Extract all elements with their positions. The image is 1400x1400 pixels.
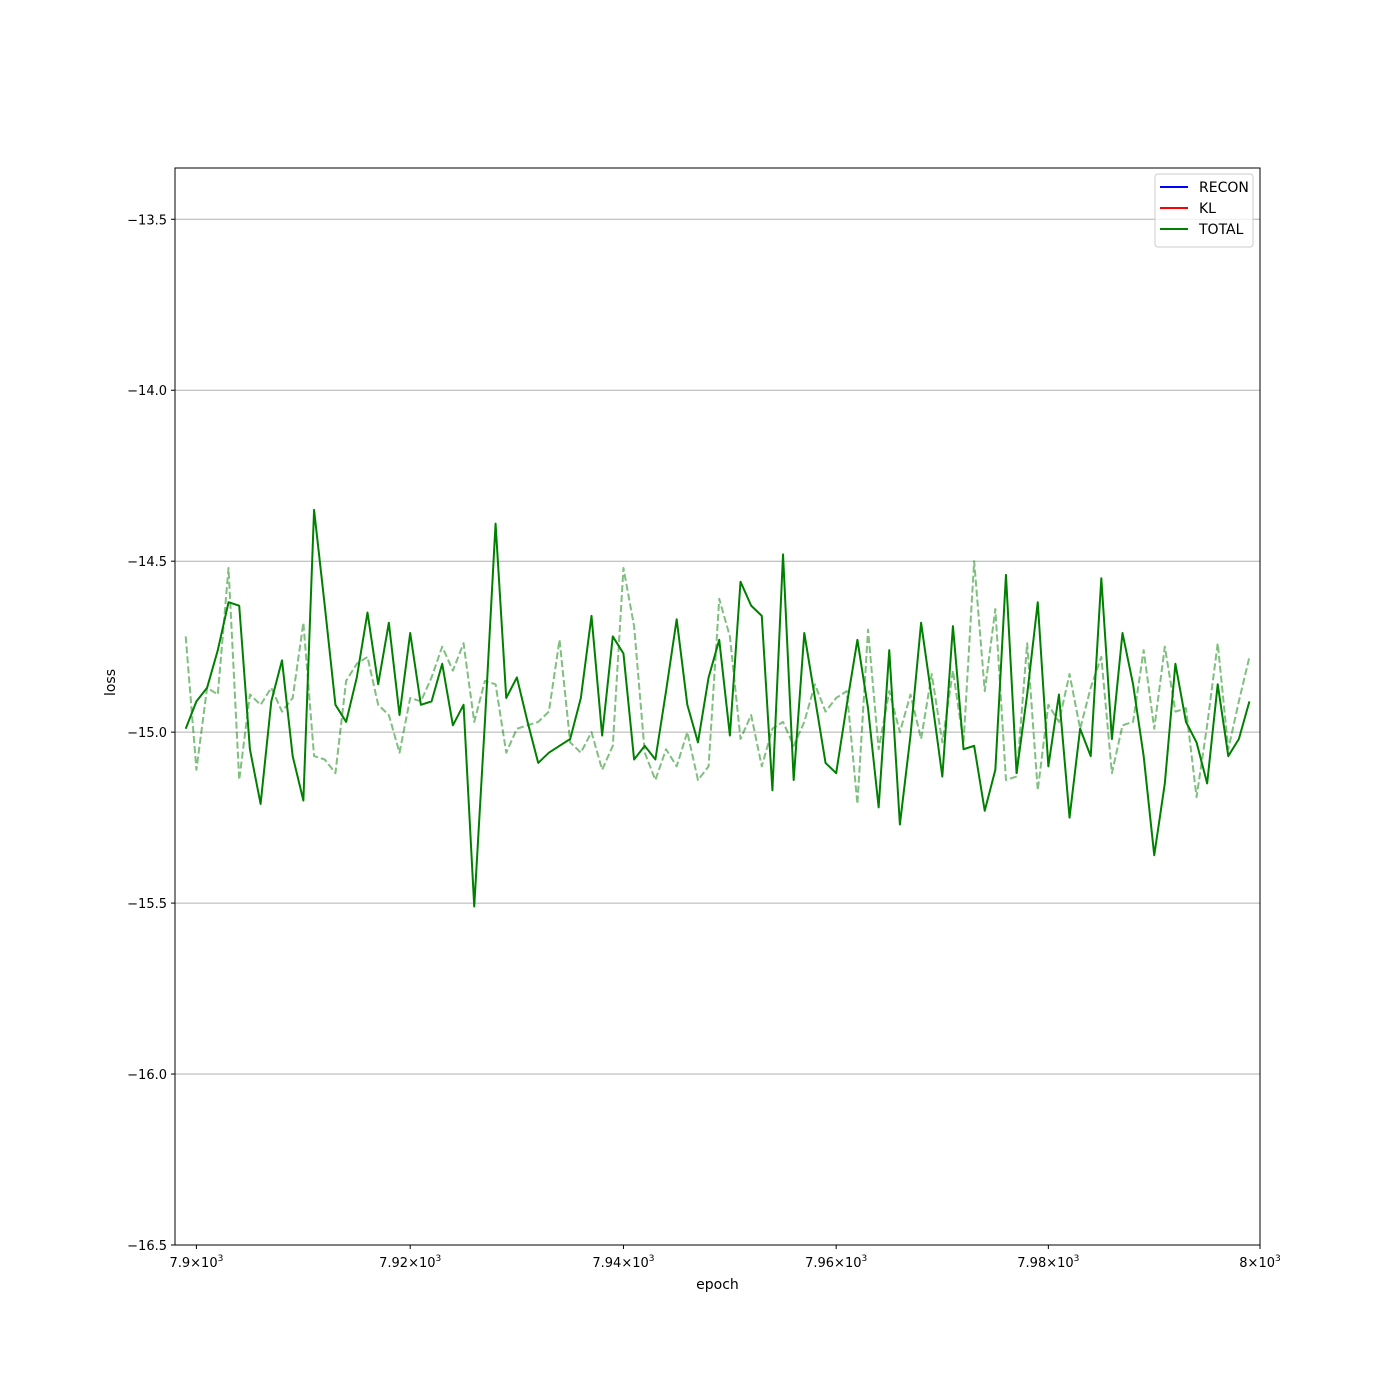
y-tick-label: −16.0 — [127, 1068, 167, 1083]
x-axis-label: epoch — [696, 1277, 739, 1293]
y-tick-label: −14.0 — [127, 384, 167, 399]
y-axis-ticks: −13.5 −14.0 −14.5 −15.0 −15.5 −16.0 −16.5 — [127, 213, 175, 1254]
axes-frame — [174, 167, 1261, 1246]
total-loss-dashed-line — [184, 560, 1251, 805]
x-axis-ticks: 7.9×103 7.92×103 7.94×103 7.96×103 7.98×103 8… — [169, 1245, 1281, 1271]
y-tick-label: −14.5 — [127, 555, 167, 570]
x-tick-label: 7.92×103 — [379, 1254, 441, 1271]
y-tick-label: −16.5 — [127, 1239, 167, 1254]
y-tick-label: −15.5 — [127, 897, 167, 912]
x-tick-label: 7.98×103 — [1017, 1254, 1079, 1271]
y-tick-label: −13.5 — [127, 213, 167, 228]
x-tick-label: 7.9×103 — [169, 1254, 223, 1271]
total-loss-line — [184, 508, 1251, 908]
y-tick-label: −15.0 — [127, 726, 167, 741]
legend-label-kl: KL — [1199, 201, 1216, 217]
x-tick-label: 7.94×103 — [592, 1254, 654, 1271]
plot-area — [184, 508, 1251, 908]
y-axis-label: loss — [103, 669, 119, 696]
legend-label-total: TOTAL — [1198, 222, 1244, 238]
x-tick-label: 8×103 — [1239, 1254, 1280, 1271]
legend: RECON KL TOTAL — [1154, 173, 1254, 248]
legend-label-recon: RECON — [1199, 180, 1249, 196]
x-tick-label: 7.96×103 — [805, 1254, 867, 1271]
